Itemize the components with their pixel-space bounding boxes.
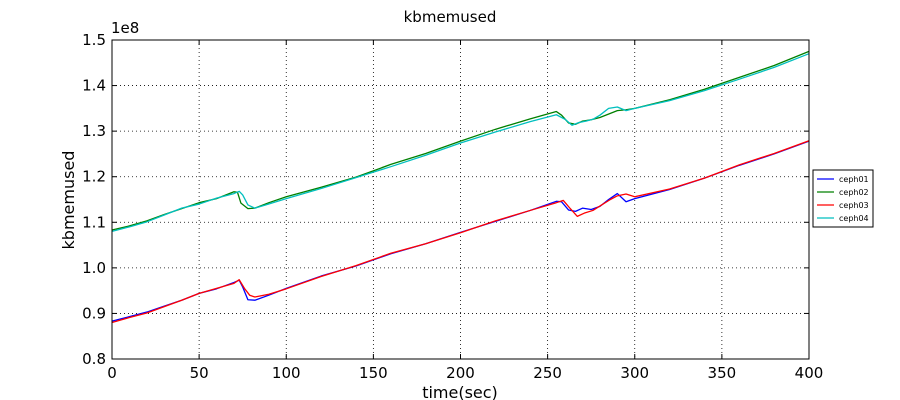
x-tick-label: 300 [620, 364, 649, 382]
y-tick-label: 1.1 [82, 213, 106, 231]
chart-title: kbmemused [404, 8, 497, 26]
x-tick-label: 250 [533, 364, 562, 382]
x-tick-label: 100 [272, 364, 301, 382]
y-tick-label: 0.9 [82, 304, 106, 322]
series-lines [111, 50, 810, 324]
x-tick-label: 50 [190, 364, 209, 382]
x-tick-label: 150 [359, 364, 388, 382]
x-axis-label: time(sec) [422, 383, 498, 400]
y-tick-label: 0.8 [82, 350, 106, 368]
y-tick-label: 1.4 [82, 77, 106, 95]
x-tick-label: 200 [446, 364, 475, 382]
grid [112, 40, 809, 359]
x-tick-label: 0 [107, 364, 117, 382]
y-axis-label: kbmemused [59, 151, 78, 250]
series-line-ceph02 [111, 50, 810, 231]
series-line-ceph03 [111, 140, 810, 324]
x-axis: 0 50 100 150 200 250 300 350 400 [107, 40, 823, 382]
x-tick-label: 400 [795, 364, 824, 382]
y-tick-label: 1.0 [82, 259, 106, 277]
y-offset-label: 1e8 [111, 19, 139, 37]
legend-entry-ceph03: ceph03 [839, 201, 869, 210]
y-tick-label: 1.3 [82, 122, 106, 140]
y-axis: 0.8 0.9 1.0 1.1 1.2 1.3 1.4 1.5 [82, 31, 809, 368]
y-tick-label: 1.5 [82, 31, 106, 49]
series-line-ceph04 [111, 53, 810, 233]
legend-entry-ceph01: ceph01 [839, 175, 869, 184]
y-tick-label: 1.2 [82, 168, 106, 186]
legend-entry-ceph02: ceph02 [839, 188, 869, 197]
legend: ceph01 ceph02 ceph03 ceph04 [812, 169, 874, 228]
x-tick-label: 350 [708, 364, 737, 382]
plot-area-frame [111, 39, 810, 360]
legend-entry-ceph04: ceph04 [839, 214, 869, 223]
